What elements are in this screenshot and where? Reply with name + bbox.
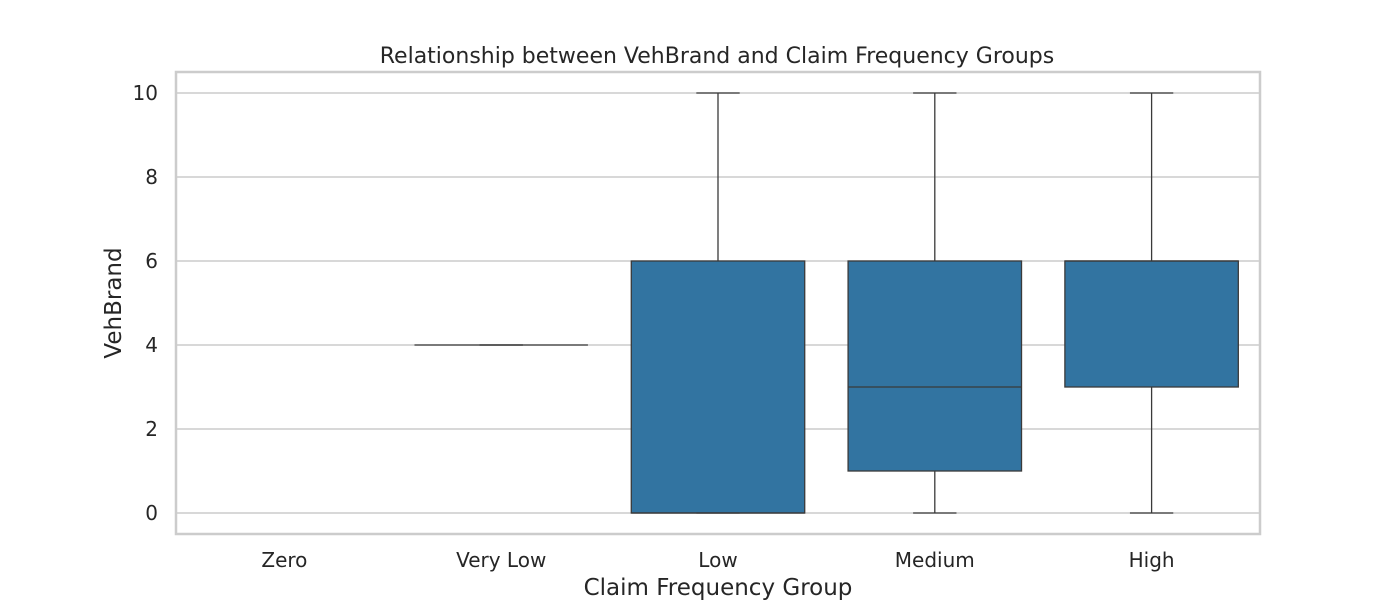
plot-frame [174,70,1262,536]
y-tick-label: 8 [145,165,158,189]
y-tick-label: 6 [145,249,158,273]
chart-title: Relationship between VehBrand and Claim … [380,44,1054,69]
y-tick-label: 0 [145,501,158,525]
x-axis-label: Claim Frequency Group [584,575,853,600]
y-tick-label: 4 [145,333,158,357]
x-tick-label: Low [698,548,737,572]
box-group [1064,92,1239,514]
x-tick-label: Very Low [456,548,546,572]
iqr-box [1064,260,1239,388]
box-group [847,92,1023,514]
box-group [630,92,806,514]
y-tick-label: 10 [133,81,158,105]
y-tick-label: 2 [145,417,158,441]
iqr-box [630,260,806,514]
x-tick-label: High [1129,548,1175,572]
y-axis-label: VehBrand [101,247,127,358]
x-tick-label: Zero [261,548,307,572]
x-tick-label: Medium [895,548,975,572]
iqr-box [847,260,1023,472]
